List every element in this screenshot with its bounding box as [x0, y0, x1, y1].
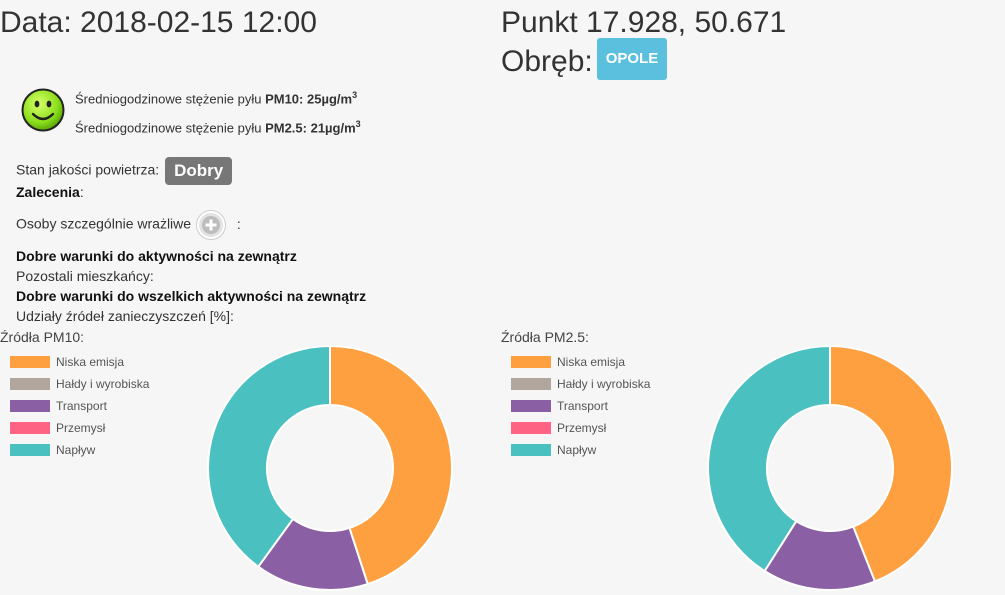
pm10-value: : 25µg/m	[299, 91, 353, 107]
obreb-label: Obręb:	[501, 44, 593, 78]
sensitive-colon: :	[236, 215, 241, 232]
pm10-legend: Niska emisja Hałdy i wyrobiska Transport…	[10, 355, 190, 465]
legend-swatch	[511, 444, 551, 456]
legend-swatch	[10, 356, 50, 368]
others-text: Dobre warunki do wszelkich aktywności na…	[16, 288, 367, 304]
legend-label: Przemysł	[56, 421, 106, 435]
pm10-name: PM10	[265, 91, 300, 107]
obreb-badge[interactable]: OPOLE	[596, 38, 668, 80]
legend-swatch	[511, 378, 551, 390]
slice-nap-yw[interactable]	[207, 344, 331, 569]
expand-sensitive-button[interactable]	[196, 211, 225, 239]
legend-swatch	[10, 444, 50, 456]
legend-swatch	[10, 378, 50, 390]
point-heading: Punkt 17.928, 50.671	[501, 6, 787, 39]
plus-icon	[201, 216, 220, 234]
legend-label: Transport	[56, 399, 107, 413]
date-heading: Data: 2018-02-15 12:00	[0, 6, 317, 39]
legend-swatch	[10, 400, 50, 412]
pm25-doughnut-chart	[707, 344, 953, 591]
others-label: Pozostali mieszkańcy:	[16, 268, 154, 284]
pm10-doughnut-chart	[207, 344, 453, 591]
quality-badge: Dobry	[165, 157, 233, 185]
legend-swatch	[511, 356, 551, 368]
legend-label: Napływ	[56, 443, 96, 457]
legend-label: Niska emisja	[56, 355, 125, 369]
legend-swatch	[10, 422, 50, 434]
legend-label: Hałdy i wyrobiska	[557, 377, 651, 391]
recommendations-row: Zalecenia:	[16, 184, 84, 200]
legend-swatch	[511, 422, 551, 434]
recommendations-colon: :	[79, 184, 84, 200]
sensitive-row: Osoby szczególnie wrażliwe :	[16, 211, 241, 239]
slice-niska-emisja[interactable]	[329, 344, 453, 586]
quality-label: Stan jakości powietrza:	[16, 161, 160, 178]
sensitive-label: Osoby szczególnie wrażliwe	[16, 215, 192, 232]
pm25-prefix: Średniogodzinowe stężenie pyłu	[75, 120, 266, 136]
sensitive-text: Dobre warunki do aktywności na zewnątrz	[16, 248, 297, 264]
legend-label: Napływ	[557, 443, 597, 457]
pm25-unit-sup: 3	[355, 119, 361, 129]
legend-label: Transport	[557, 399, 608, 413]
recommendations-label: Zalecenia	[16, 184, 80, 200]
pm10-line: Średniogodzinowe stężenie pyłu PM10: 25µ…	[75, 90, 357, 106]
shares-label: Udziały źródeł zanieczyszczeń [%]:	[16, 308, 234, 324]
legend-label: Niska emisja	[557, 355, 626, 369]
smiley-good-icon	[21, 88, 65, 132]
obreb-heading: Obręb: OPOLE	[501, 38, 668, 84]
pm25-chart-title: Źródła PM2.5:	[501, 329, 589, 345]
pm10-chart-title: Źródła PM10:	[0, 329, 85, 345]
quality-row: Stan jakości powietrza: Dobry	[16, 157, 233, 185]
legend-label: Hałdy i wyrobiska	[56, 377, 150, 391]
pm25-line: Średniogodzinowe stężenie pyłu PM2.5: 21…	[75, 119, 361, 135]
pm25-legend: Niska emisja Hałdy i wyrobiska Transport…	[511, 355, 691, 465]
pm10-prefix: Średniogodzinowe stężenie pyłu	[75, 91, 266, 107]
slice-niska-emisja[interactable]	[829, 344, 953, 583]
legend-label: Przemysł	[557, 421, 607, 435]
slice-nap-yw[interactable]	[707, 344, 831, 573]
pm25-value: : 21µg/m	[302, 120, 356, 136]
pm10-unit-sup: 3	[352, 90, 358, 100]
pm25-name: PM2.5	[265, 120, 303, 136]
legend-swatch	[511, 400, 551, 412]
